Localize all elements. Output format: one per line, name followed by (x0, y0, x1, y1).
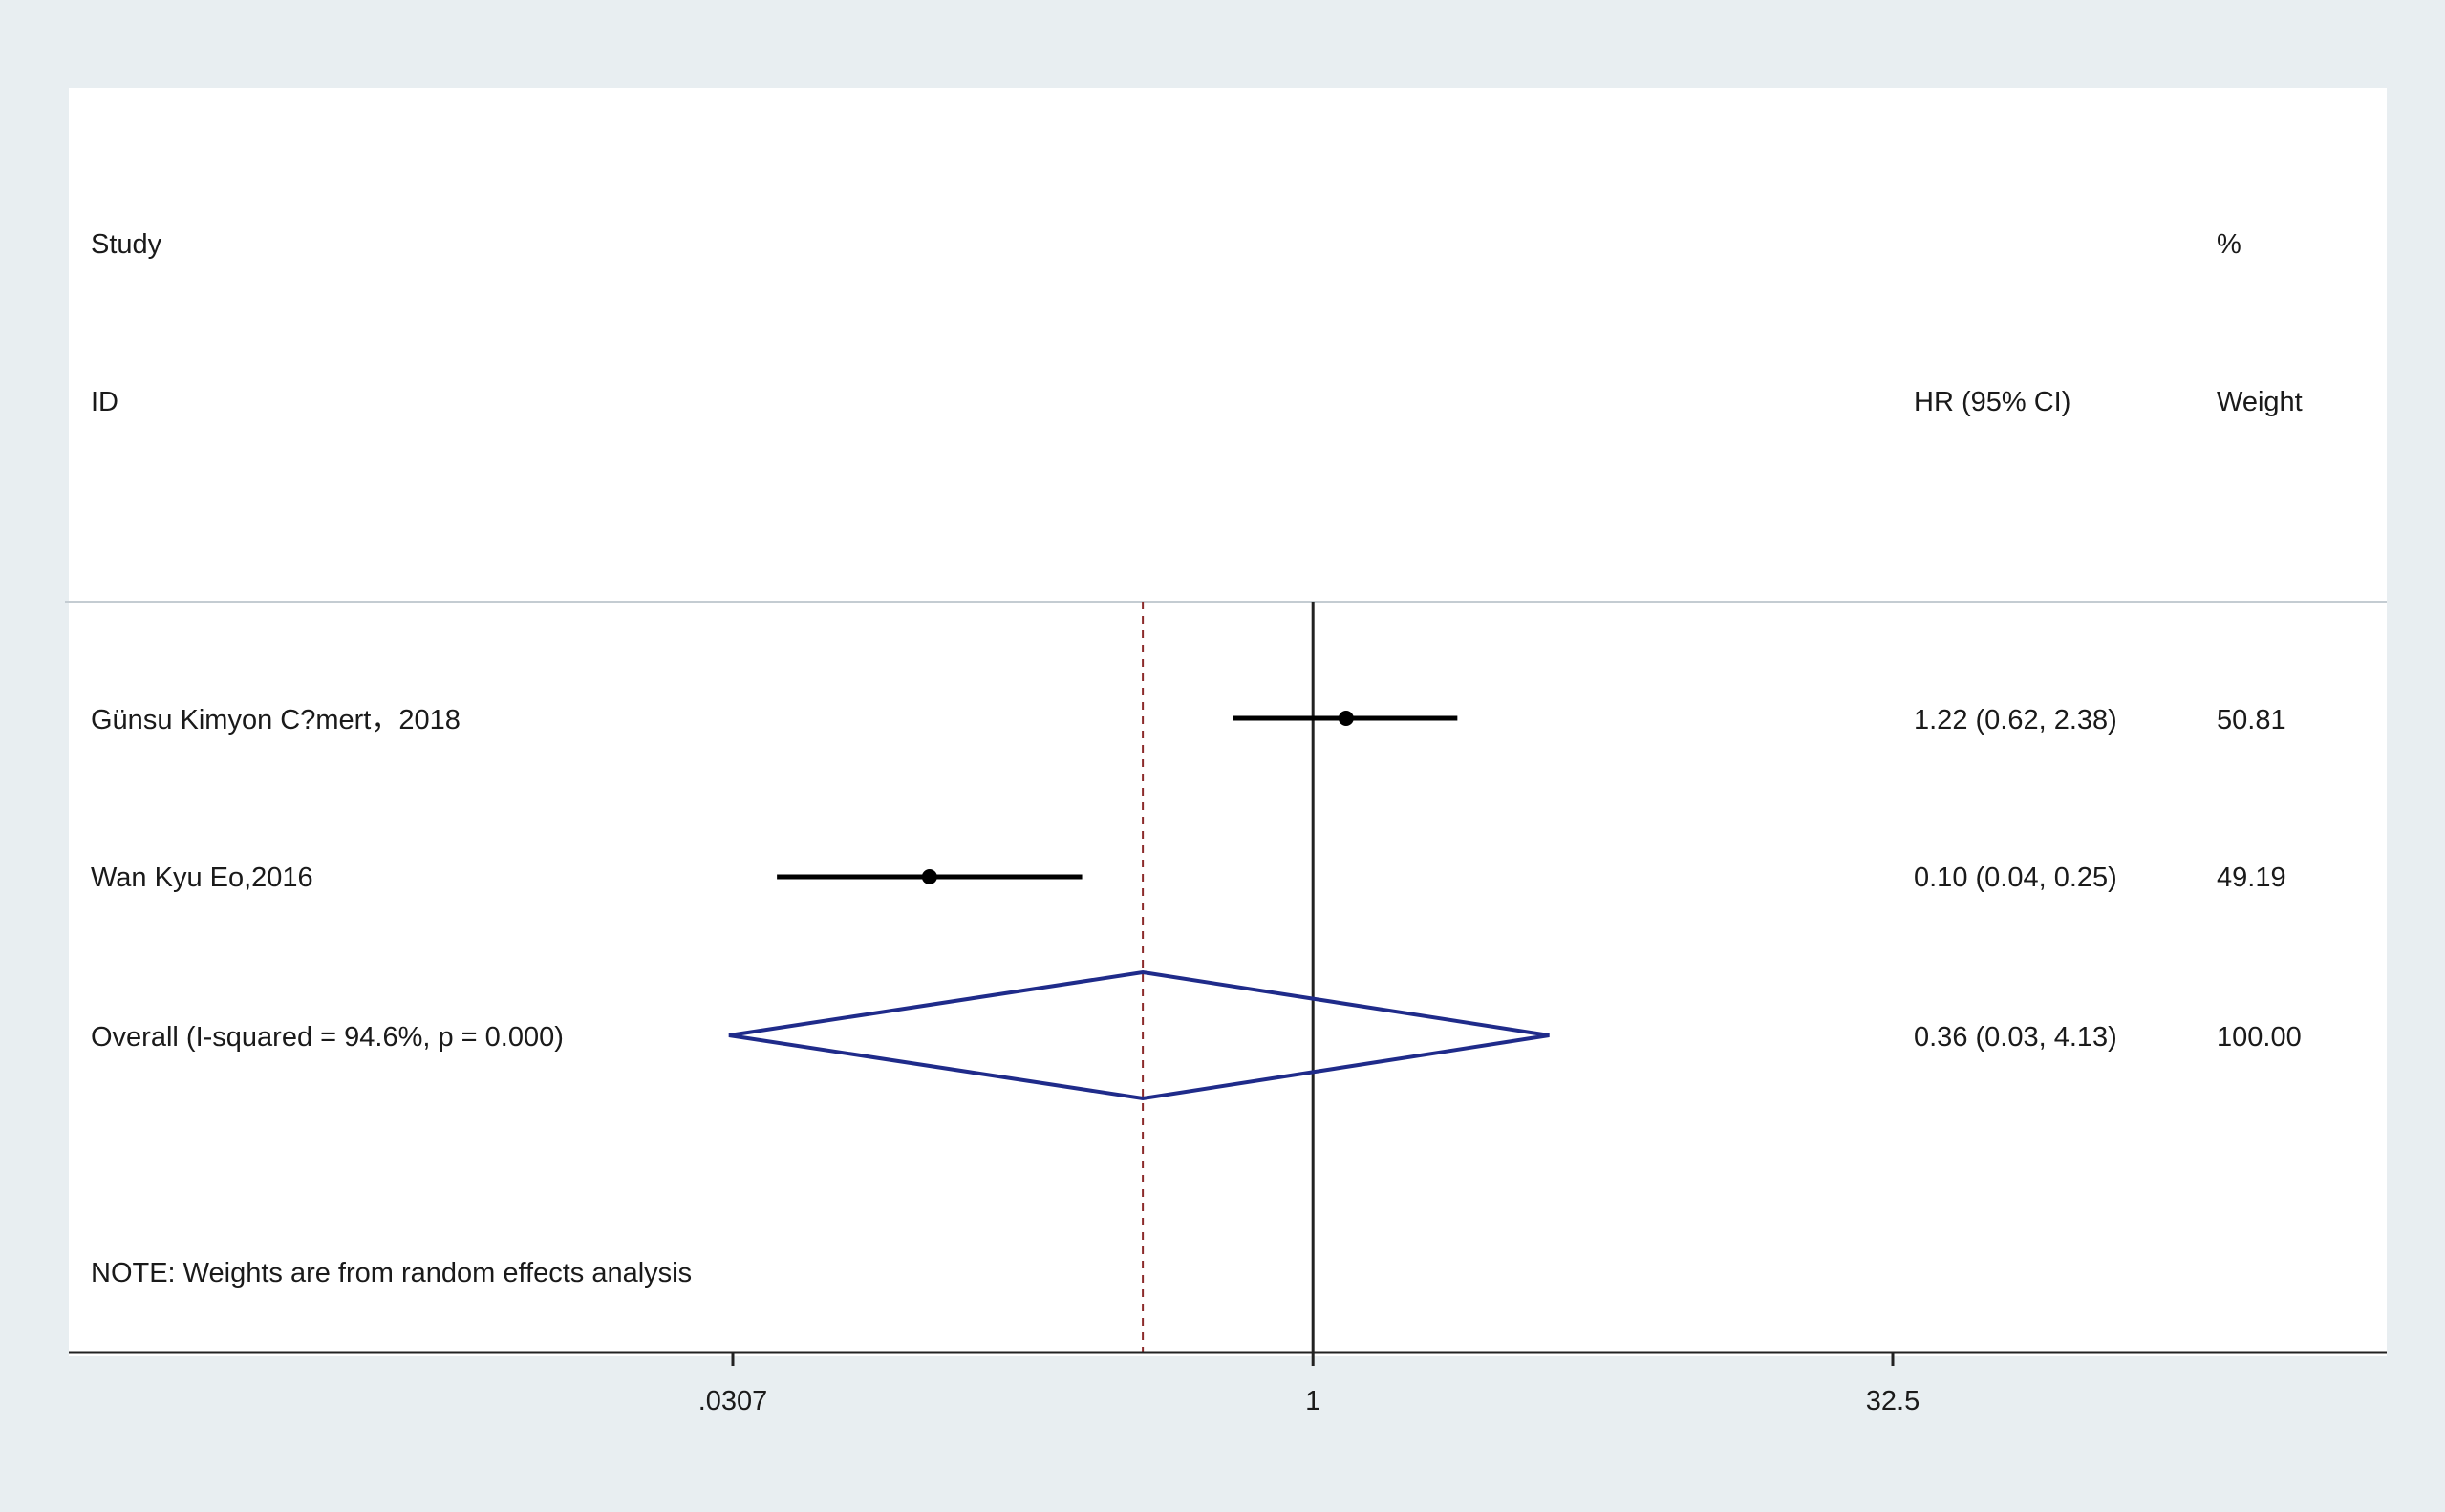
plot-marks: .0307 1 32.5 (69, 602, 2387, 1416)
study-weight-2: 49.19 (2217, 862, 2286, 893)
x-tick-label-3: 32.5 (1866, 1386, 1920, 1416)
study-point-1 (1338, 711, 1354, 726)
overall-ci: 0.36 (0.03, 4.13) (1914, 1022, 2117, 1053)
note-text: NOTE: Weights are from random effects an… (91, 1258, 692, 1288)
study-weight-1: 50.81 (2217, 705, 2286, 735)
study-ci-2: 0.10 (0.04, 0.25) (1914, 862, 2117, 893)
header-study: Study (91, 229, 162, 260)
header-percent: % (2217, 229, 2241, 260)
study-point-2 (921, 869, 937, 884)
header-hr-ci: HR (95% CI) (1914, 387, 2070, 417)
plot-panel (69, 88, 2387, 1356)
overall-diamond (728, 969, 1550, 1101)
study-label-2: Wan Kyu Eo,2016 (91, 862, 313, 893)
overall-weight: 100.00 (2217, 1022, 2302, 1053)
x-tick-label-2: 1 (1305, 1386, 1320, 1416)
x-tick-label-1: .0307 (698, 1386, 768, 1416)
header-weight: Weight (2217, 387, 2303, 417)
header-id: ID (91, 387, 118, 417)
overall-label: Overall (I-squared = 94.6%, p = 0.000) (91, 1022, 564, 1053)
study-label-1: Günsu Kimyon C?mert，2018 (91, 705, 461, 735)
study-ci-1: 1.22 (0.62, 2.38) (1914, 705, 2117, 735)
